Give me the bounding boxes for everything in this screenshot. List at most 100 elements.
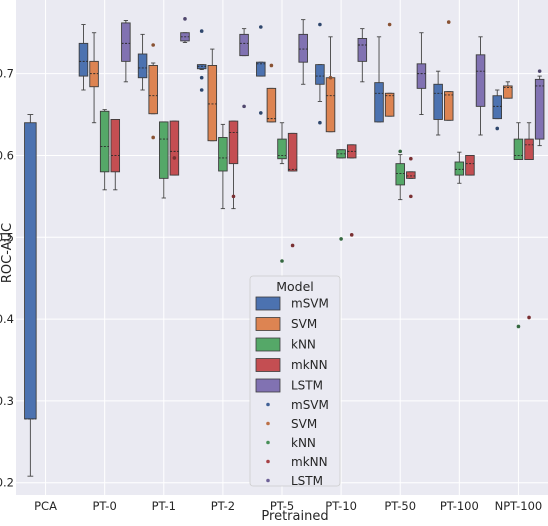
legend-swatch [255,296,281,311]
x-tick-label: PT-0 [92,499,116,513]
x-tick-label: PT-10 [325,499,357,513]
box-body [228,120,239,165]
outlier-point [318,22,322,27]
box-mSVM-PT-10 [315,22,325,125]
outlier-point [269,63,274,68]
box-body [298,33,308,63]
box-mSVM-PT-0 [78,24,89,91]
legend-label: kNN [291,338,316,352]
box-body [148,65,158,115]
outlier-point [151,135,155,140]
legend-swatch [255,378,281,393]
box-LSTM-PT-50 [416,32,427,115]
box-kNN-PT-5 [277,122,287,263]
box-mSVM-PT-5 [256,25,266,115]
box-mSVM-PT-1 [137,33,148,91]
y-tick-labels: 0.2 0.3 0.4 0.5 0.6 0.7 [0,67,14,490]
legend-marker-label: LSTM [291,474,323,488]
outlier-point [495,126,500,131]
y-tick-label: 0.6 [0,148,14,162]
box-mkNN-PT-0 [110,119,121,191]
box-LSTM-PT-5 [298,19,308,85]
outlier-point [183,17,187,21]
outlier-point [259,111,263,115]
box-body [513,138,524,160]
outlier-point [339,237,343,241]
box-body [277,138,287,160]
box-mSVM-PCA [24,114,37,477]
box-body [110,119,121,173]
outlier-point [231,194,236,199]
legend-swatch [255,358,281,372]
box-body [121,22,131,62]
box-body [357,38,368,62]
box-body [266,87,277,123]
x-tick-label: PCA [34,499,57,513]
x-tick-label: PT-2 [211,499,235,513]
legend-swatch [255,317,281,331]
box-body [325,77,336,133]
box-kNN-PT-1 [159,121,169,199]
box-body [99,110,110,173]
legend-label: SVM [291,317,317,331]
outlier-point [516,324,521,329]
box-body [239,33,249,57]
x-tick-label: NPT-100 [495,499,543,513]
box-body [159,121,169,179]
legend-marker-label: mkNN [291,455,328,469]
outlier-point [398,149,403,154]
outlier-point [409,156,413,161]
box-body [384,92,395,117]
box-LSTM-PT-10 [357,28,368,83]
box-body [169,120,180,176]
legend-marker-label: SVM [291,417,317,431]
box-groups [24,17,545,477]
y-tick-label: 0.5 [0,230,14,244]
box-body [475,54,486,107]
box-body [416,63,427,89]
x-tick-label: PT-5 [270,499,294,513]
legend: Model mSVM SVM kNN mkNN LSTM mSVM SVM kNN mkNN LS… [249,275,341,488]
box-kNN-PT-0 [99,109,110,191]
box-body [465,155,475,176]
outlier-point [328,75,333,80]
outlier-point [199,88,204,92]
legend-title: Model [276,279,314,294]
box-kNN-PT-100 [454,151,465,184]
box-body [287,132,298,172]
legend-marker-label: mSVM [291,398,329,412]
x-tick-labels: PCA PT-0 PT-1 PT-2 PT-5 PT-10 PT-50 PT-100 NPT-1… [34,499,542,513]
box-kNN-PT-2 [218,123,228,210]
box-body [256,61,266,77]
box-body [137,53,148,79]
box-mSVM-PT-50 [374,36,384,123]
outlier-point [242,104,246,109]
x-tick-label: PT-50 [384,499,416,513]
box-SVM-PT-0 [89,32,99,124]
box-body [315,64,325,85]
outlier-point [259,25,263,29]
box-mkNN-PT-50 [406,156,416,199]
box-body [433,83,443,120]
box-mSVM-PT-100 [433,70,443,136]
legend-label: mSVM [291,297,329,311]
x-tick-label: PT-1 [152,499,176,513]
y-tick-label: 0.3 [0,394,14,408]
legend-marker [266,440,270,445]
outlier-point [290,243,295,248]
outlier-point [409,194,413,199]
box-body [503,85,513,99]
legend-marker [266,459,270,464]
outlier-point [172,156,177,160]
legend-label: LSTM [291,379,323,393]
box-mkNN-PT-100 [465,155,475,176]
outlier-point [349,233,354,237]
box-mSVM-PT-2 [196,29,207,92]
box-body [443,91,454,121]
box-mSVM-NPT-100 [492,89,502,131]
box-body [374,82,384,123]
x-axis-label: Pretrained [261,509,328,524]
box-body [218,137,228,172]
legend-marker [266,421,270,426]
outlier-point [387,22,392,27]
